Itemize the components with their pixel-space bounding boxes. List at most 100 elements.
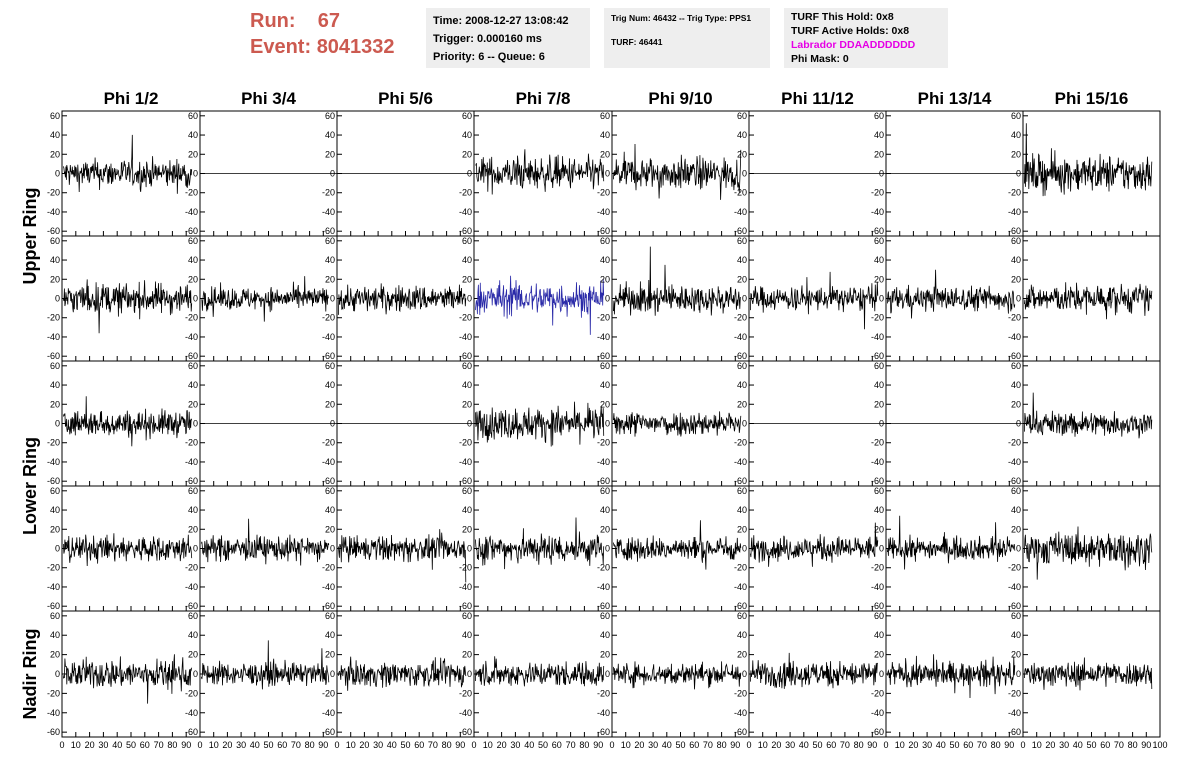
run-event-block: Run: 67 Event: 8041332 bbox=[250, 8, 420, 68]
y-tick-label: 60 bbox=[1011, 236, 1021, 246]
waveform-trace bbox=[887, 515, 1016, 570]
y-tick-label: -60 bbox=[185, 476, 198, 486]
y-tick-label: -60 bbox=[322, 601, 335, 611]
waveform-trace bbox=[201, 276, 330, 322]
trig-num-text: Trig Num: 46432 -- Trig Type: PPS1 bbox=[611, 13, 752, 23]
y-tick-label: 0 bbox=[742, 669, 747, 679]
y-tick-label: -40 bbox=[597, 207, 610, 217]
y-tick-label: 20 bbox=[462, 274, 472, 284]
y-tick-label: 0 bbox=[193, 544, 198, 554]
x-tick-label: 70 bbox=[840, 740, 850, 750]
x-tick-label: 10 bbox=[209, 740, 219, 750]
y-tick-label: -20 bbox=[459, 563, 472, 573]
y-tick-label: 60 bbox=[737, 111, 747, 121]
timing-info-panel: Time: 2008-12-27 13:08:42 Trigger: 0.000… bbox=[426, 8, 590, 68]
y-tick-label: -20 bbox=[1008, 563, 1021, 573]
x-tick-label: 80 bbox=[579, 740, 589, 750]
waveform-trace bbox=[475, 401, 605, 447]
x-tick-label: 10 bbox=[483, 740, 493, 750]
y-tick-label: 20 bbox=[325, 399, 335, 409]
x-tick-label: 50 bbox=[675, 740, 685, 750]
x-tick-label: 0 bbox=[609, 740, 614, 750]
waveform-trace bbox=[1024, 282, 1153, 320]
y-tick-label: 0 bbox=[879, 544, 884, 554]
y-tick-label: -20 bbox=[597, 313, 610, 323]
y-tick-label: -60 bbox=[459, 351, 472, 361]
y-tick-label: 20 bbox=[50, 650, 60, 660]
y-tick-label: 20 bbox=[737, 524, 747, 534]
column-header: Phi 3/4 bbox=[241, 89, 296, 108]
y-tick-label: 0 bbox=[467, 544, 472, 554]
column-header: Phi 13/14 bbox=[918, 89, 992, 108]
y-tick-label: -60 bbox=[597, 476, 610, 486]
y-tick-label: -40 bbox=[871, 332, 884, 342]
y-tick-label: -40 bbox=[185, 207, 198, 217]
x-tick-label: 80 bbox=[991, 740, 1001, 750]
y-tick-label: 0 bbox=[742, 419, 747, 429]
y-tick-label: 40 bbox=[874, 255, 884, 265]
plot-frame bbox=[336, 485, 475, 612]
x-tick-label: 30 bbox=[373, 740, 383, 750]
y-tick-label: 20 bbox=[737, 274, 747, 284]
y-tick-label: -60 bbox=[597, 351, 610, 361]
y-tick-label: -60 bbox=[47, 476, 60, 486]
y-tick-label: -40 bbox=[1008, 207, 1021, 217]
y-tick-label: -40 bbox=[459, 708, 472, 718]
y-tick-label: -60 bbox=[597, 727, 610, 737]
waveform-trace bbox=[338, 529, 467, 583]
y-tick-label: -60 bbox=[322, 476, 335, 486]
y-tick-label: -20 bbox=[1008, 188, 1021, 198]
y-tick-label: 0 bbox=[605, 169, 610, 179]
y-tick-label: 20 bbox=[50, 399, 60, 409]
labrador-text: Labrador DDAADDDDDD bbox=[791, 39, 916, 51]
y-tick-label: -40 bbox=[1008, 708, 1021, 718]
y-tick-label: -60 bbox=[459, 226, 472, 236]
x-tick-label: 50 bbox=[949, 740, 959, 750]
y-tick-label: -20 bbox=[871, 188, 884, 198]
y-tick-label: -20 bbox=[322, 688, 335, 698]
y-tick-label: 0 bbox=[193, 294, 198, 304]
x-tick-label: 0 bbox=[197, 740, 202, 750]
x-tick-label: 10 bbox=[71, 740, 81, 750]
x-tick-label: 100 bbox=[1152, 740, 1167, 750]
y-tick-label: -60 bbox=[1008, 226, 1021, 236]
y-tick-label: 20 bbox=[188, 650, 198, 660]
waveform-trace bbox=[750, 271, 879, 330]
y-tick-label: 20 bbox=[737, 149, 747, 159]
y-tick-label: -20 bbox=[185, 563, 198, 573]
x-tick-label: 70 bbox=[291, 740, 301, 750]
y-tick-label: -40 bbox=[597, 332, 610, 342]
y-tick-label: 40 bbox=[1011, 255, 1021, 265]
y-tick-label: 40 bbox=[600, 630, 610, 640]
y-tick-label: 0 bbox=[605, 544, 610, 554]
y-tick-label: -20 bbox=[734, 313, 747, 323]
y-tick-label: 40 bbox=[325, 630, 335, 640]
waveform-trace bbox=[613, 520, 742, 570]
y-tick-label: -20 bbox=[597, 688, 610, 698]
y-tick-label: -60 bbox=[185, 601, 198, 611]
y-tick-label: 0 bbox=[55, 294, 60, 304]
y-tick-label: 40 bbox=[462, 130, 472, 140]
y-tick-label: -60 bbox=[47, 727, 60, 737]
y-tick-label: 20 bbox=[1011, 274, 1021, 284]
y-tick-label: 60 bbox=[188, 111, 198, 121]
x-tick-label: 20 bbox=[634, 740, 644, 750]
x-tick-label: 60 bbox=[277, 740, 287, 750]
y-tick-label: -40 bbox=[47, 457, 60, 467]
y-tick-label: 20 bbox=[325, 149, 335, 159]
phi-mask-text: Phi Mask: 0 bbox=[791, 53, 849, 65]
y-tick-label: -20 bbox=[734, 688, 747, 698]
turf-this-hold-text: TURF This Hold: 0x8 bbox=[791, 11, 894, 23]
y-tick-label: -60 bbox=[459, 476, 472, 486]
y-tick-label: 20 bbox=[325, 650, 335, 660]
y-tick-label: 20 bbox=[737, 650, 747, 660]
waveform-trace bbox=[201, 518, 330, 566]
y-tick-label: 0 bbox=[467, 169, 472, 179]
y-tick-label: 40 bbox=[600, 505, 610, 515]
y-tick-label: 20 bbox=[874, 274, 884, 284]
x-tick-label: 60 bbox=[1100, 740, 1110, 750]
x-tick-label: 90 bbox=[455, 740, 465, 750]
turf-active-holds-text: TURF Active Holds: 0x8 bbox=[791, 25, 910, 37]
y-tick-label: -40 bbox=[322, 582, 335, 592]
